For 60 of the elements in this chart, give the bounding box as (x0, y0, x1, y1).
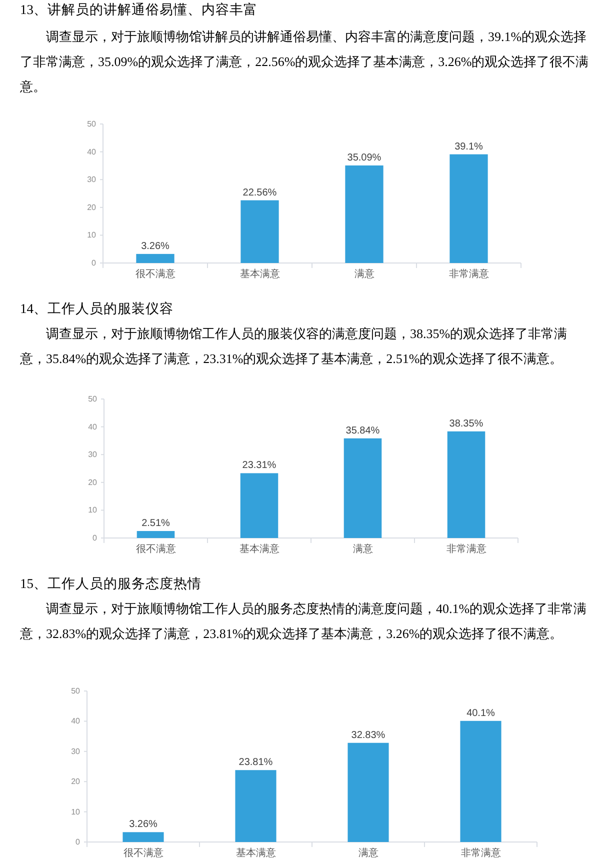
y-tick-label: 10 (87, 230, 97, 240)
y-tick-label: 20 (87, 202, 97, 212)
y-tick-label: 50 (71, 686, 81, 696)
chart-subtitle: 调查显示，对于旅顺博物馆讲解员的讲解通俗易懂、内容丰富的满意度问题，39.1%的观众选择了非常满意，35.09%的观众选择了满意，22.56%的观众选择了基本满意，3.26%的观众选择了很不满意。 (20, 28, 590, 96)
y-tick-label: 30 (87, 175, 97, 184)
data-label: 35.84% (346, 425, 380, 436)
x-tick-label: 满意 (352, 543, 373, 555)
bar (235, 770, 276, 842)
y-tick-label: 50 (87, 120, 97, 128)
x-tick-label: 基本满意 (240, 268, 280, 280)
bar (240, 200, 279, 263)
data-label: 22.56% (242, 187, 277, 198)
data-label: 40.1% (466, 708, 496, 719)
data-label: 23.81% (238, 757, 273, 768)
data-label: 32.83% (351, 730, 386, 741)
x-tick-label: 满意 (358, 847, 378, 859)
x-tick-label: 非常满意 (446, 543, 486, 555)
data-label: 2.51% (142, 518, 170, 530)
y-tick-label: 0 (76, 838, 81, 846)
chart-title: 15、工作人员的服务态度热情 (20, 575, 202, 593)
data-label: 3.26% (141, 240, 170, 252)
chart-subtitle: 调查显示，对于旅顺博物馆工作人员的服务态度热情的满意度问题，40.1%的观众选择了非常满意，32.83%的观众选择了满意，23.81%的观众选择了基本满意，3.26%的观众选择了很不满意。 (20, 600, 588, 643)
bar (460, 720, 502, 842)
y-tick-label: 0 (92, 534, 98, 542)
y-tick-label: 20 (71, 777, 81, 786)
chart-subtitle: 调查显示，对于旅顺博物馆工作人员的服装仪容的满意度问题，38.35%的观众选择了非常满意，35.84%的观众选择了满意，23.31%的观众选择了基本满意，2.51%的观众选择了很不满意。 (20, 325, 568, 368)
y-tick-label: 40 (71, 716, 81, 726)
x-tick-label: 非常满意 (460, 847, 501, 859)
bar (447, 431, 486, 538)
data-label: 35.09% (347, 152, 382, 164)
y-tick-label: 40 (87, 147, 97, 156)
x-tick-label: 基本满意 (239, 543, 280, 555)
y-tick-label: 50 (88, 394, 98, 404)
bar (240, 473, 278, 538)
x-tick-label: 很不满意 (135, 268, 176, 280)
chart-title: 14、工作人员的服装仪容 (20, 300, 174, 318)
y-tick-label: 30 (88, 450, 98, 460)
y-tick-label: 40 (88, 422, 98, 432)
bar (450, 154, 488, 263)
x-tick-label: 很不满意 (123, 847, 164, 859)
bar (344, 438, 382, 538)
y-tick-label: 30 (71, 746, 81, 756)
y-tick-label: 10 (88, 506, 98, 515)
x-tick-label: 基本满意 (236, 847, 276, 859)
bar (348, 742, 389, 842)
data-label: 23.31% (242, 460, 276, 472)
data-label: 3.26% (129, 819, 158, 830)
bar (136, 254, 174, 263)
bar (122, 832, 164, 842)
x-tick-label: 满意 (354, 268, 374, 280)
data-label: 38.35% (449, 418, 484, 430)
bar (136, 531, 175, 538)
y-tick-label: 0 (92, 258, 97, 268)
bar (345, 165, 384, 263)
x-tick-label: 很不满意 (136, 543, 176, 555)
y-tick-label: 20 (88, 478, 98, 487)
chart-title: 13、讲解员的讲解通俗易懂、内容丰富 (20, 1, 258, 19)
y-tick-label: 10 (71, 807, 81, 816)
data-label: 39.1% (454, 141, 484, 152)
x-tick-label: 非常满意 (448, 268, 489, 280)
